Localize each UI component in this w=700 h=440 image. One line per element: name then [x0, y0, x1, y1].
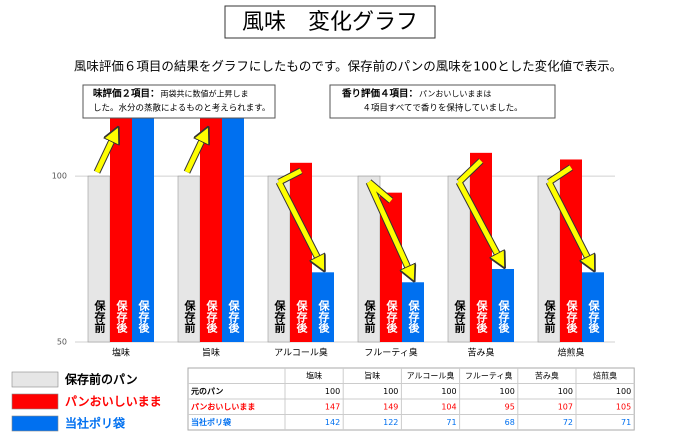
table-cell: 100	[325, 387, 340, 396]
annotation-text: ４項目すべてで香りを保持していました。	[362, 103, 522, 114]
arrow	[184, 134, 205, 174]
table-cell: 100	[616, 387, 631, 396]
bar-label: 保存前	[183, 299, 197, 334]
bar-label: 保存後	[295, 299, 309, 334]
title-box	[224, 5, 436, 39]
plot-area	[87, 118, 604, 343]
bar-label: 保存前	[93, 299, 107, 334]
bar-label: 保存前	[543, 299, 557, 334]
bar	[312, 272, 334, 342]
table-cell: 122	[383, 418, 398, 427]
bar-label: 保存前	[273, 299, 287, 334]
bar-label: 保存後	[475, 299, 489, 334]
bar-label: 保存後	[205, 299, 219, 334]
bar-label: 保存前	[453, 299, 467, 334]
table-row-label: パンおいしいまま	[191, 401, 255, 411]
bar-label: 保存後	[565, 299, 579, 334]
table-cell: 100	[383, 387, 398, 396]
bar-label: 保存後	[497, 299, 511, 334]
table-cell: 100	[500, 387, 515, 396]
table-cell: 100	[441, 387, 456, 396]
legend-swatch	[11, 393, 59, 410]
table-header: フルーティ臭	[465, 370, 513, 380]
annotation-text: した。水分の蒸散によるものと考えられます。	[93, 103, 270, 114]
x-tick-label: フルーティ臭	[364, 347, 417, 359]
annotation-text: 両袋共に数値が上昇しま	[161, 89, 249, 99]
y-tick-label: 50	[57, 338, 67, 347]
bar	[402, 282, 424, 342]
arrow	[276, 168, 321, 265]
annotation-heading: 味評価２項目：	[93, 88, 160, 100]
x-tick-label: アルコール臭	[274, 347, 328, 359]
bar	[470, 152, 492, 342]
table-cell: 149	[383, 402, 398, 411]
x-tick-label: 塩味	[112, 347, 130, 359]
x-tick-label: 苦み臭	[467, 347, 494, 359]
table-cell: 142	[325, 418, 340, 427]
annotation-text: パンおいしいままは	[419, 90, 491, 99]
bar	[492, 268, 514, 342]
arrow	[546, 165, 591, 264]
table-header: 焙煎臭	[593, 370, 617, 380]
bar	[222, 118, 244, 342]
bar-label: 保存前	[363, 299, 377, 334]
legend-label: 当社ポリ袋	[65, 416, 126, 431]
table-cell: 104	[441, 402, 456, 411]
bar	[110, 118, 132, 343]
table-cell: 107	[558, 402, 573, 411]
bar-label: 保存後	[115, 299, 129, 334]
legend-label: パンおいしいまま	[65, 395, 162, 409]
legend-label: 保存前のパン	[64, 372, 138, 387]
table-cell: 105	[616, 402, 631, 411]
title: 風味 変化グラフ	[242, 10, 418, 35]
legend-swatch	[11, 415, 59, 432]
table-header: 旨味	[364, 370, 380, 380]
bar	[380, 192, 402, 342]
table-cell: 72	[563, 418, 573, 427]
legend-swatch	[11, 371, 59, 388]
table-cell: 68	[505, 418, 515, 427]
x-tick-label: 焙煎臭	[557, 347, 584, 359]
bar-label: 保存後	[587, 299, 601, 334]
bar-label: 保存後	[137, 299, 151, 334]
bar	[200, 118, 222, 342]
table-header: 塩味	[306, 370, 322, 380]
arrow	[456, 159, 501, 261]
table-row-label: 当社ポリ袋	[191, 417, 232, 427]
bar	[560, 159, 582, 342]
bar	[582, 272, 604, 342]
table-cell: 147	[325, 402, 340, 411]
description: 風味評価６項目の結果をグラフにしたものです。保存前のパンの風味を100とした変化…	[74, 59, 622, 74]
bar	[132, 118, 154, 343]
table-header: 苦み臭	[535, 370, 559, 380]
annotation-box	[329, 84, 556, 119]
annotation-heading: 香り評価４項目：	[341, 88, 418, 100]
table-cell: 71	[446, 418, 456, 427]
x-tick-label: 旨味	[202, 347, 220, 359]
bar-label: 保存後	[407, 299, 421, 334]
table-cell: 95	[505, 402, 515, 411]
table-cell: 100	[558, 387, 573, 396]
annotation-box	[82, 84, 276, 119]
arrow	[366, 180, 411, 274]
bar-label: 保存後	[227, 299, 241, 334]
bar-label: 保存後	[385, 299, 399, 334]
y-tick-label: 100	[52, 172, 67, 181]
table-cell: 71	[621, 418, 631, 427]
table-header: アルコール臭	[407, 370, 455, 380]
bar-label: 保存後	[317, 299, 331, 334]
arrow	[94, 134, 115, 174]
table-row-label: 元のパン	[191, 386, 223, 396]
